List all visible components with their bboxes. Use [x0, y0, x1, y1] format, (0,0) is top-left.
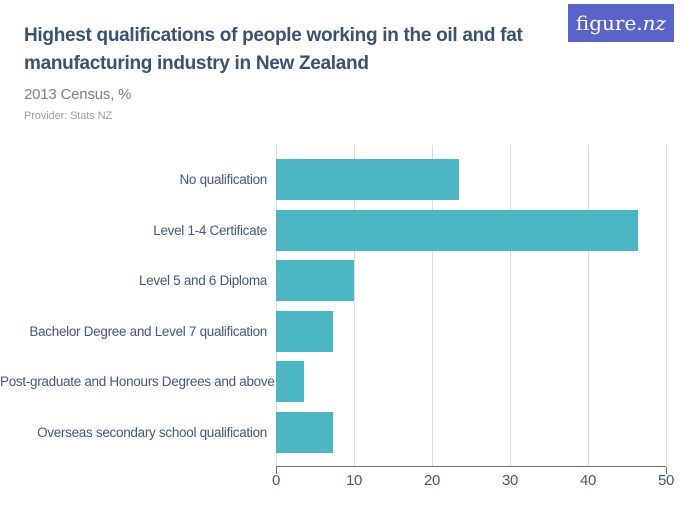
bar-row: Level 1-4 Certificate: [0, 209, 666, 251]
bar-row: Overseas secondary school qualification: [0, 411, 666, 453]
category-label: Level 5 and 6 Diploma: [138, 273, 267, 289]
bar[interactable]: [276, 260, 354, 302]
x-tick-label: 20: [423, 472, 441, 489]
category-label: Bachelor Degree and Level 7 qualificatio…: [29, 323, 267, 339]
category-label: Level 1-4 Certificate: [153, 222, 267, 238]
gridline-10: [354, 145, 355, 466]
x-axis-tick-labels: 0 10 20 30 40 50: [0, 472, 700, 492]
gridline-40: [588, 145, 589, 466]
logo-text-italic: nz: [642, 11, 667, 35]
axis-end-tick-left: [276, 467, 277, 474]
title-line-2: manufacturing industry in New Zealand: [24, 53, 369, 74]
gridline-30: [510, 145, 511, 466]
bar-chart: No qualification Level 1-4 Certificate L…: [0, 145, 700, 474]
bar[interactable]: [276, 209, 638, 251]
logo-text-regular: figure.: [575, 11, 643, 35]
x-tick-label: 50: [657, 472, 675, 489]
chart-subtitle: 2013 Census, %: [24, 86, 132, 103]
x-tick-label: 40: [579, 472, 597, 489]
page-title: Highest qualifications of people working…: [24, 22, 569, 78]
bar[interactable]: [276, 361, 305, 403]
title-line-1: Highest qualifications of people working…: [24, 25, 523, 46]
bar-rows: No qualification Level 1-4 Certificate L…: [0, 145, 666, 466]
bar[interactable]: [276, 411, 333, 453]
bar-row: Post-graduate and Honours Degrees and ab…: [0, 361, 666, 403]
category-label: Overseas secondary school qualification: [37, 424, 267, 440]
x-tick-label: 10: [345, 472, 363, 489]
bar[interactable]: [276, 159, 460, 200]
category-label: No qualification: [179, 172, 267, 187]
bar[interactable]: [276, 310, 333, 352]
category-label: Post-graduate and Honours Degrees and ab…: [0, 374, 275, 390]
x-tick-label: 0: [271, 472, 281, 489]
x-tick-label: 30: [501, 472, 519, 489]
axis-end-tick-right: [666, 467, 667, 474]
gridline-50: [666, 145, 667, 466]
bar-row: Bachelor Degree and Level 7 qualificatio…: [0, 310, 666, 352]
plot-area: [276, 145, 667, 474]
gridline-20: [432, 145, 433, 466]
bar-row: No qualification: [0, 159, 666, 200]
bar-row: Level 5 and 6 Diploma: [0, 260, 666, 302]
provider-label: Provider: Stats NZ: [24, 110, 113, 122]
figurenz-logo[interactable]: figure. nz: [568, 4, 674, 42]
gridline-0: [276, 145, 277, 466]
